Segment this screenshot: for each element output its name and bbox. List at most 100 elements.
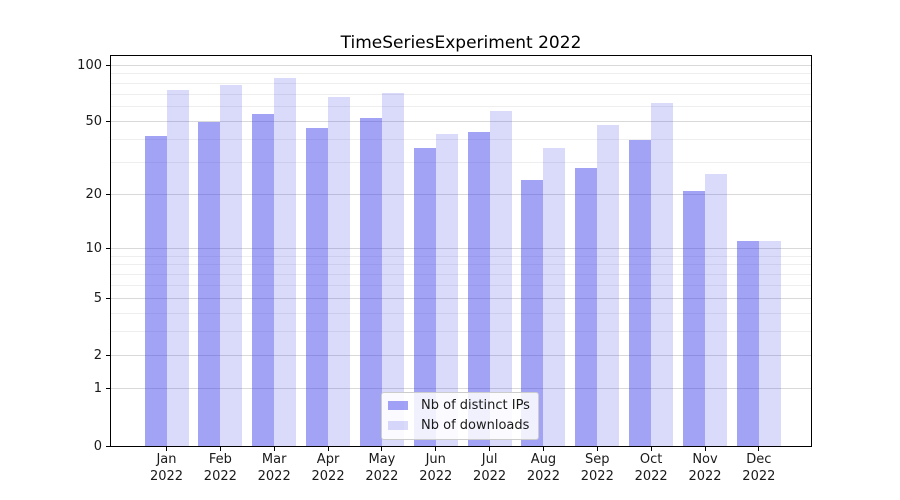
y-tick-label-50: 50 — [85, 114, 102, 130]
y-tick-label-100: 100 — [77, 57, 102, 73]
bar-nb-of-downloads-mar-2022 — [274, 77, 297, 446]
y-tick-label-20: 20 — [85, 187, 102, 203]
legend: Nb of distinct IPs Nb of downloads — [381, 392, 539, 440]
x-tick-label-line: Oct — [639, 452, 663, 467]
x-tick-label-line: 2022 — [526, 469, 560, 484]
gridline-major-5 — [111, 297, 811, 299]
bar-nb-of-downloads-oct-2022 — [651, 102, 674, 446]
bar-nb-of-distinct-ips-jul-2022 — [467, 131, 490, 446]
gridline-major-50 — [111, 121, 811, 123]
bar-nb-of-distinct-ips-dec-2022 — [736, 241, 759, 446]
bar-nb-of-distinct-ips-feb-2022 — [198, 121, 221, 446]
x-tick-label-line: 2022 — [311, 469, 345, 484]
gridline-minor-60 — [111, 106, 811, 108]
bar-nb-of-distinct-ips-jun-2022 — [413, 148, 436, 446]
bar-nb-of-downloads-aug-2022 — [543, 148, 566, 446]
x-tick-label-oct-2022: Oct 2022 — [621, 451, 681, 485]
gridline-minor-6 — [111, 284, 811, 286]
bar-nb-of-distinct-ips-apr-2022 — [306, 128, 329, 446]
plot-area — [110, 55, 812, 447]
chart-title: TimeSeriesExperiment 2022 — [340, 33, 582, 53]
x-tick-label-line: 2022 — [634, 469, 668, 484]
gridline-minor-30 — [111, 162, 811, 164]
x-tick-label-line: Nov — [692, 452, 718, 467]
x-tick-label-line: 2022 — [365, 469, 399, 484]
x-tick-label-feb-2022: Feb 2022 — [190, 451, 250, 485]
bar-nb-of-distinct-ips-oct-2022 — [629, 139, 652, 446]
x-tick-label-line: 2022 — [203, 469, 237, 484]
y-tick-label-5: 5 — [93, 290, 102, 306]
x-tick-label-line: Dec — [746, 452, 772, 467]
bar-nb-of-downloads-sep-2022 — [597, 124, 620, 446]
x-tick-label-line: 2022 — [419, 469, 453, 484]
y-tick-5 — [106, 297, 110, 299]
x-tick-may-2022 — [381, 447, 383, 451]
x-tick-label-sep-2022: Sep 2022 — [567, 451, 627, 485]
legend-item-distinct-ips: Nb of distinct IPs — [388, 396, 530, 415]
legend-label-distinct-ips: Nb of distinct IPs — [421, 398, 530, 413]
x-tick-jul-2022 — [489, 447, 491, 451]
y-tick-10 — [106, 247, 110, 249]
x-tick-label-line: 2022 — [149, 469, 184, 484]
bar-nb-of-downloads-nov-2022 — [705, 174, 727, 446]
gridline-minor-8 — [111, 264, 811, 266]
gridline-minor-80 — [111, 82, 811, 84]
gridline-minor-90 — [111, 73, 811, 75]
y-tick-label-1: 1 — [93, 381, 102, 397]
bar-nb-of-downloads-dec-2022 — [758, 241, 781, 446]
bar-nb-of-distinct-ips-may-2022 — [359, 118, 382, 446]
x-tick-label-dec-2022: Dec 2022 — [729, 451, 789, 485]
gridline-minor-9 — [111, 255, 811, 257]
bar-nb-of-distinct-ips-mar-2022 — [252, 113, 275, 446]
y-tick-2 — [106, 354, 110, 356]
x-tick-feb-2022 — [219, 447, 221, 451]
bar-nb-of-downloads-feb-2022 — [220, 84, 243, 446]
x-tick-label-line: Jan — [156, 452, 177, 467]
x-tick-label-line: 2022 — [257, 469, 291, 484]
gridline-minor-40 — [111, 139, 811, 141]
gridline-major-20 — [111, 194, 811, 196]
y-tick-label-0: 0 — [93, 438, 102, 454]
x-tick-label-line: 2022 — [580, 469, 614, 484]
y-tick-0 — [106, 445, 110, 447]
x-tick-label-line: Apr — [316, 452, 340, 467]
bar-nb-of-downloads-apr-2022 — [328, 96, 351, 446]
gridline-major-1 — [111, 388, 811, 390]
x-tick-label-line: May — [368, 452, 396, 467]
bar-nb-of-distinct-ips-aug-2022 — [521, 180, 544, 446]
gridline-major-100 — [111, 64, 811, 66]
gridline-major-2 — [111, 354, 811, 356]
gridline-major-10 — [111, 247, 811, 249]
x-tick-jan-2022 — [166, 447, 167, 451]
bar-nb-of-distinct-ips-sep-2022 — [575, 168, 598, 446]
x-tick-label-line: Aug — [530, 452, 557, 467]
x-tick-label-nov-2022: Nov 2022 — [675, 451, 735, 485]
bar-nb-of-distinct-ips-nov-2022 — [683, 191, 705, 446]
bar-nb-of-distinct-ips-jan-2022 — [144, 135, 167, 446]
x-tick-jun-2022 — [435, 447, 437, 451]
legend-swatch-distinct-ips — [388, 401, 408, 410]
x-tick-mar-2022 — [273, 447, 275, 451]
x-tick-dec-2022 — [758, 447, 760, 451]
y-tick-100 — [106, 64, 110, 66]
legend-swatch-downloads — [388, 421, 408, 430]
x-tick-label-line: Mar — [261, 452, 287, 467]
bar-nb-of-downloads-jan-2022 — [166, 89, 189, 446]
x-tick-nov-2022 — [704, 447, 706, 451]
x-tick-label-line: 2022 — [742, 469, 776, 484]
legend-label-downloads: Nb of downloads — [421, 418, 530, 433]
x-tick-label-may-2022: May 2022 — [352, 451, 412, 485]
bar-nb-of-downloads-may-2022 — [381, 93, 404, 446]
gridline-minor-70 — [111, 93, 811, 95]
x-tick-label-line: Feb — [208, 452, 232, 467]
x-tick-label-aug-2022: Aug 2022 — [513, 451, 573, 485]
x-tick-aug-2022 — [542, 447, 544, 451]
y-tick-1 — [106, 388, 110, 390]
x-tick-label-line: Sep — [585, 452, 610, 467]
legend-item-downloads: Nb of downloads — [388, 416, 530, 435]
y-tick-50 — [106, 121, 110, 123]
x-tick-label-line: 2022 — [688, 469, 722, 484]
x-tick-oct-2022 — [650, 447, 652, 451]
x-tick-label-jan-2022: Jan 2022 — [137, 451, 197, 485]
